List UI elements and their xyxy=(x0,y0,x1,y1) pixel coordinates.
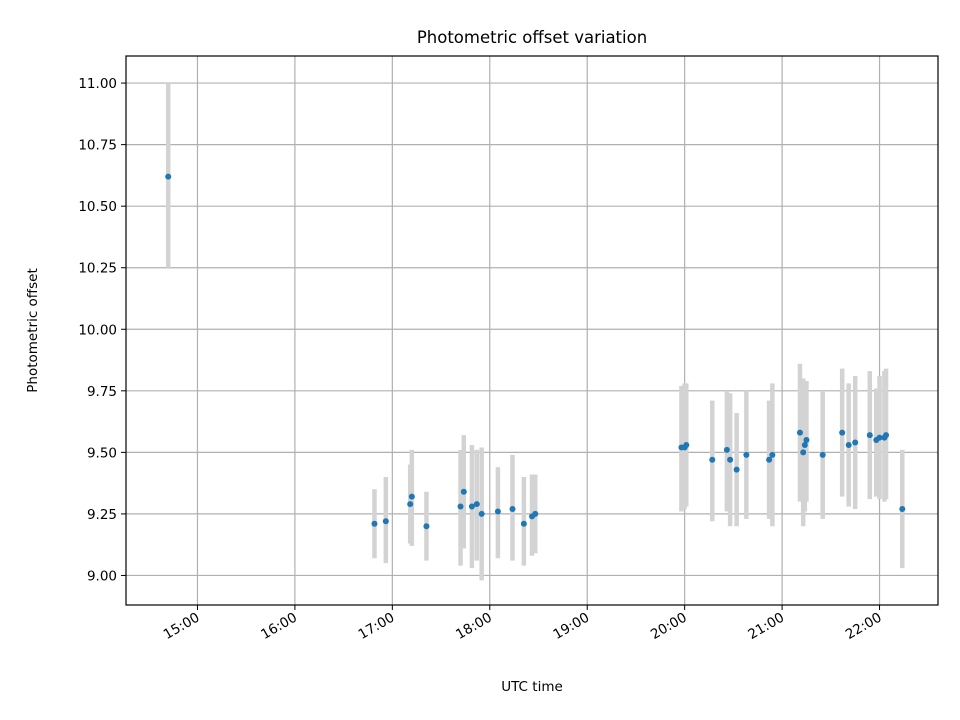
data-point xyxy=(457,503,464,510)
data-point xyxy=(733,466,740,473)
data-point xyxy=(796,429,803,436)
data-point xyxy=(899,505,906,512)
data-point xyxy=(800,449,807,456)
y-tick-label: 11.00 xyxy=(78,76,117,92)
data-point xyxy=(165,173,172,180)
data-point xyxy=(766,456,773,463)
y-axis-label: Photometric offset xyxy=(25,268,41,392)
x-axis-label: UTC time xyxy=(501,679,563,695)
data-point xyxy=(407,501,414,508)
data-point xyxy=(473,501,480,508)
y-tick-label: 10.25 xyxy=(78,261,117,277)
data-points xyxy=(165,173,906,530)
data-point xyxy=(723,446,730,453)
data-point xyxy=(845,441,852,448)
data-point xyxy=(803,437,810,444)
data-point xyxy=(801,441,808,448)
data-point xyxy=(819,451,826,458)
data-point xyxy=(520,520,527,527)
data-point xyxy=(727,456,734,463)
data-point xyxy=(408,493,415,500)
data-point xyxy=(382,518,389,525)
y-tick-label: 9.25 xyxy=(87,507,117,523)
y-tick-label: 9.75 xyxy=(87,384,117,400)
data-point xyxy=(683,441,690,448)
y-tick-label: 10.75 xyxy=(78,138,117,154)
chart-title: Photometric offset variation xyxy=(417,28,647,47)
data-point xyxy=(743,451,750,458)
data-point xyxy=(852,439,859,446)
data-point xyxy=(423,523,430,530)
y-axis-ticks: 9.00 9.25 9.50 9.75 10.00 10.25 10.50 10.75 11.0… xyxy=(78,76,126,584)
grid xyxy=(126,56,938,605)
data-point xyxy=(769,451,776,458)
data-point xyxy=(478,510,485,517)
data-point xyxy=(460,488,467,495)
y-tick-label: 10.50 xyxy=(78,199,117,215)
y-tick-label: 9.50 xyxy=(87,445,117,461)
data-point xyxy=(509,505,516,512)
data-point xyxy=(532,510,539,517)
data-point xyxy=(709,456,716,463)
plot-frame xyxy=(125,55,939,606)
y-tick-label: 9.00 xyxy=(87,568,117,584)
data-point xyxy=(468,503,475,510)
y-tick-label: 10.00 xyxy=(78,322,117,338)
data-point xyxy=(866,432,873,439)
data-point xyxy=(883,432,890,439)
data-point xyxy=(371,520,378,527)
data-point xyxy=(839,429,846,436)
data-point xyxy=(876,434,883,441)
data-point xyxy=(494,508,501,515)
